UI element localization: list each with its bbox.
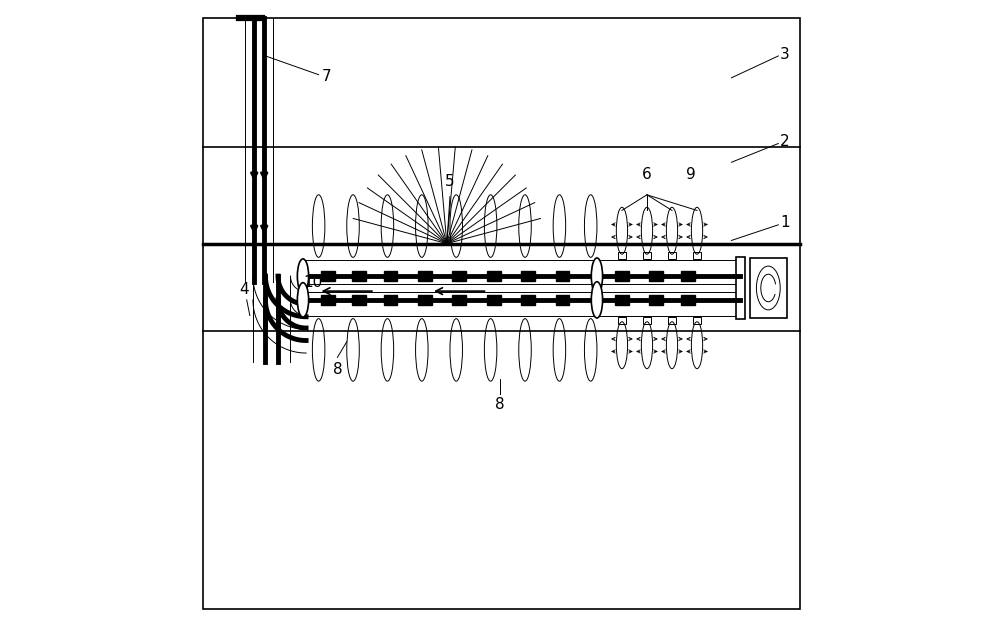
Bar [321, 295, 335, 305]
Text: 10: 10 [303, 276, 322, 290]
Bar [615, 295, 629, 305]
Text: 5: 5 [445, 174, 455, 189]
Bar [643, 252, 651, 259]
Bar [352, 295, 366, 305]
Bar [693, 252, 701, 259]
Bar [384, 271, 397, 281]
Bar [418, 271, 432, 281]
Bar [649, 295, 663, 305]
Text: 7: 7 [322, 69, 331, 84]
Text: 8: 8 [333, 362, 342, 377]
Bar [681, 271, 695, 281]
Bar [352, 271, 366, 281]
Bar [681, 295, 695, 305]
Ellipse shape [297, 283, 309, 317]
Bar [750, 258, 787, 318]
Text: 2: 2 [780, 134, 790, 149]
Bar [649, 271, 663, 281]
Bar [452, 271, 466, 281]
Bar [643, 317, 651, 324]
Bar [556, 271, 569, 281]
Bar [452, 295, 466, 305]
Text: 4: 4 [239, 281, 248, 297]
Bar [521, 271, 535, 281]
Ellipse shape [591, 281, 603, 318]
Bar [521, 295, 535, 305]
Text: 1: 1 [780, 215, 790, 230]
Bar [736, 257, 745, 319]
Bar [487, 271, 501, 281]
Text: 6: 6 [642, 167, 652, 182]
Bar [556, 295, 569, 305]
Text: 9: 9 [686, 167, 696, 182]
Ellipse shape [591, 258, 603, 294]
Bar [668, 317, 676, 324]
Bar [618, 317, 626, 324]
Bar [615, 271, 629, 281]
Bar [487, 295, 501, 305]
Bar [321, 271, 335, 281]
Bar [618, 252, 626, 259]
Text: 8: 8 [495, 397, 505, 412]
Ellipse shape [297, 259, 309, 293]
Bar [668, 252, 676, 259]
Bar [384, 295, 397, 305]
Bar [418, 295, 432, 305]
Text: 3: 3 [780, 47, 790, 62]
Bar [693, 317, 701, 324]
